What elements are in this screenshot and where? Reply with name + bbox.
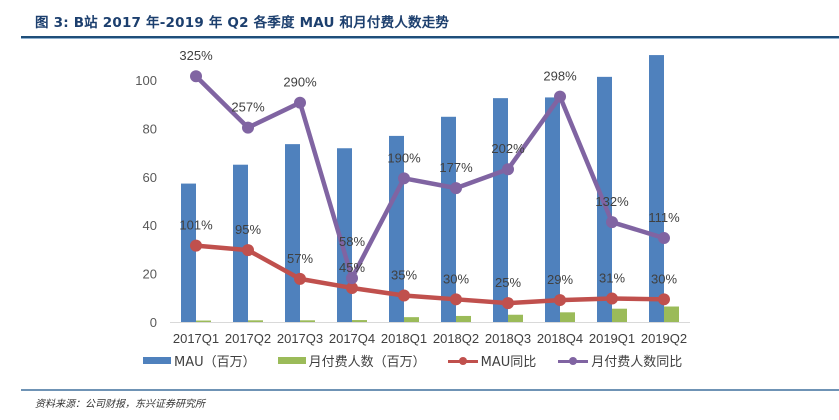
- legend-item-mau: MAU（百万）: [143, 351, 256, 370]
- mau-yoy-data-label: 35%: [391, 268, 417, 283]
- bar-paying: [508, 314, 523, 322]
- bar-paying: [404, 317, 419, 322]
- bar-paying: [352, 320, 367, 322]
- mau-yoy-data-label: 95%: [235, 222, 261, 237]
- mau-yoy-marker: [242, 244, 254, 257]
- paying-yoy-marker: [190, 70, 202, 83]
- paying-yoy-data-label: 111%: [648, 210, 680, 225]
- legend-label: MAU（百万）: [174, 355, 256, 370]
- mau-yoy-marker: [502, 297, 514, 310]
- bar-mau: [181, 183, 196, 322]
- paying-yoy-marker: [450, 182, 462, 195]
- legend-marker-paying-yoy: [558, 354, 589, 368]
- x-category-label: 2018Q1: [381, 331, 427, 346]
- mau-yoy-data-label: 31%: [599, 271, 625, 286]
- paying-yoy-marker: [606, 216, 618, 229]
- lines-group: [190, 70, 670, 310]
- chart-legend: MAU（百万） 月付费人数（百万） MAU同比 月付费人数同比: [143, 351, 704, 370]
- mau-yoy-marker: [658, 293, 670, 306]
- bar-paying: [664, 306, 679, 322]
- legend-swatch-mau: [143, 357, 171, 364]
- paying-yoy-data-label: 58%: [339, 234, 365, 249]
- legend-item-paying-yoy: 月付费人数同比: [558, 351, 682, 370]
- x-category-label: 2018Q2: [433, 331, 479, 346]
- mau-yoy-marker: [294, 272, 306, 285]
- mau-yoy-marker: [554, 294, 566, 307]
- legend-label: MAU同比: [480, 355, 537, 370]
- x-category-label: 2017Q3: [277, 331, 323, 346]
- y-tick-label: 20: [143, 267, 157, 282]
- paying-yoy-data-label: 177%: [439, 160, 473, 175]
- bar-paying: [560, 312, 575, 322]
- paying-yoy-marker: [658, 232, 670, 245]
- data-labels-group: 101% 95% 57% 45% 35% 30% 25% 29% 31% 30% 325% 257% 2…: [179, 48, 680, 290]
- x-category-label: 2019Q1: [589, 331, 635, 346]
- mau-yoy-data-label: 57%: [287, 251, 313, 266]
- legend-item-paying: 月付费人数（百万）: [277, 351, 426, 370]
- mau-yoy-data-label: 25%: [495, 275, 521, 290]
- y-tick-label: 80: [143, 121, 157, 136]
- x-category-label: 2019Q2: [641, 331, 687, 346]
- legend-marker-mau-yoy: [447, 354, 478, 368]
- bar-mau: [545, 97, 560, 322]
- bar-paying: [456, 315, 471, 322]
- legend-swatch-paying: [277, 357, 306, 364]
- x-category-label: 2018Q4: [537, 331, 583, 346]
- x-axis-categories: 2017Q1 2017Q2 2017Q3 2017Q4 2018Q1 2018Q2 2018…: [173, 331, 687, 346]
- legend-item-mau-yoy: MAU同比: [447, 351, 537, 370]
- paying-yoy-data-label: 190%: [387, 150, 421, 165]
- y-tick-label: 0: [150, 315, 157, 330]
- paying-yoy-data-label: 325%: [179, 48, 213, 63]
- mau-yoy-data-label: 45%: [339, 260, 365, 275]
- paying-yoy-data-label: 290%: [283, 75, 317, 90]
- bar-mau: [649, 55, 664, 322]
- bar-paying: [612, 308, 627, 322]
- mau-yoy-data-label: 30%: [443, 271, 469, 286]
- y-axis: 0 20 40 60 80 100: [135, 73, 157, 330]
- x-category-label: 2018Q3: [485, 331, 531, 346]
- paying-yoy-marker: [502, 163, 514, 176]
- mau-yoy-marker: [606, 292, 618, 305]
- mau-yoy-data-label: 29%: [547, 272, 573, 287]
- x-category-label: 2017Q4: [329, 331, 375, 346]
- figure-title: 图 3: B站 2017 年-2019 年 Q2 各季度 MAU 和月付费人数走…: [35, 15, 450, 31]
- bar-mau: [233, 164, 248, 322]
- bar-mau: [493, 98, 508, 323]
- mau-yoy-marker: [398, 289, 410, 302]
- y-tick-label: 100: [135, 73, 157, 88]
- bar-paying: [196, 320, 211, 322]
- paying-yoy-data-label: 298%: [543, 69, 577, 84]
- mau-yoy-marker: [450, 293, 462, 306]
- mau-yoy-data-label: 101%: [179, 218, 213, 233]
- legend-label: 月付费人数同比: [591, 355, 683, 370]
- bar-mau: [441, 116, 456, 322]
- source-note: 资料来源：公司财报，东兴证券研究所: [35, 399, 205, 410]
- paying-yoy-marker: [346, 272, 358, 285]
- title-rule: [21, 36, 839, 38]
- mau-yoy-marker: [190, 239, 202, 252]
- paying-yoy-marker: [242, 121, 254, 134]
- paying-yoy-data-label: 132%: [595, 194, 629, 209]
- mau-yoy-data-label: 30%: [651, 271, 677, 286]
- bar-paying: [248, 320, 263, 322]
- paying-yoy-data-label: 202%: [491, 141, 525, 156]
- paying-yoy-marker: [398, 172, 410, 185]
- paying-yoy-marker: [554, 90, 566, 103]
- bar-mau: [285, 144, 300, 322]
- paying-yoy-line: [194, 74, 665, 281]
- mau-yoy-marker: [346, 281, 358, 294]
- x-category-label: 2017Q2: [225, 331, 271, 346]
- mau-yoy-line: [195, 243, 665, 306]
- bar-paying: [300, 320, 315, 322]
- paying-yoy-marker: [294, 96, 306, 109]
- legend-label: 月付费人数（百万）: [308, 355, 426, 370]
- x-category-label: 2017Q1: [173, 331, 219, 346]
- title-rule-light: [21, 38, 839, 39]
- paying-yoy-data-label: 257%: [231, 100, 265, 115]
- source-rule: [21, 389, 839, 391]
- y-tick-label: 40: [143, 218, 157, 233]
- y-tick-label: 60: [143, 170, 157, 185]
